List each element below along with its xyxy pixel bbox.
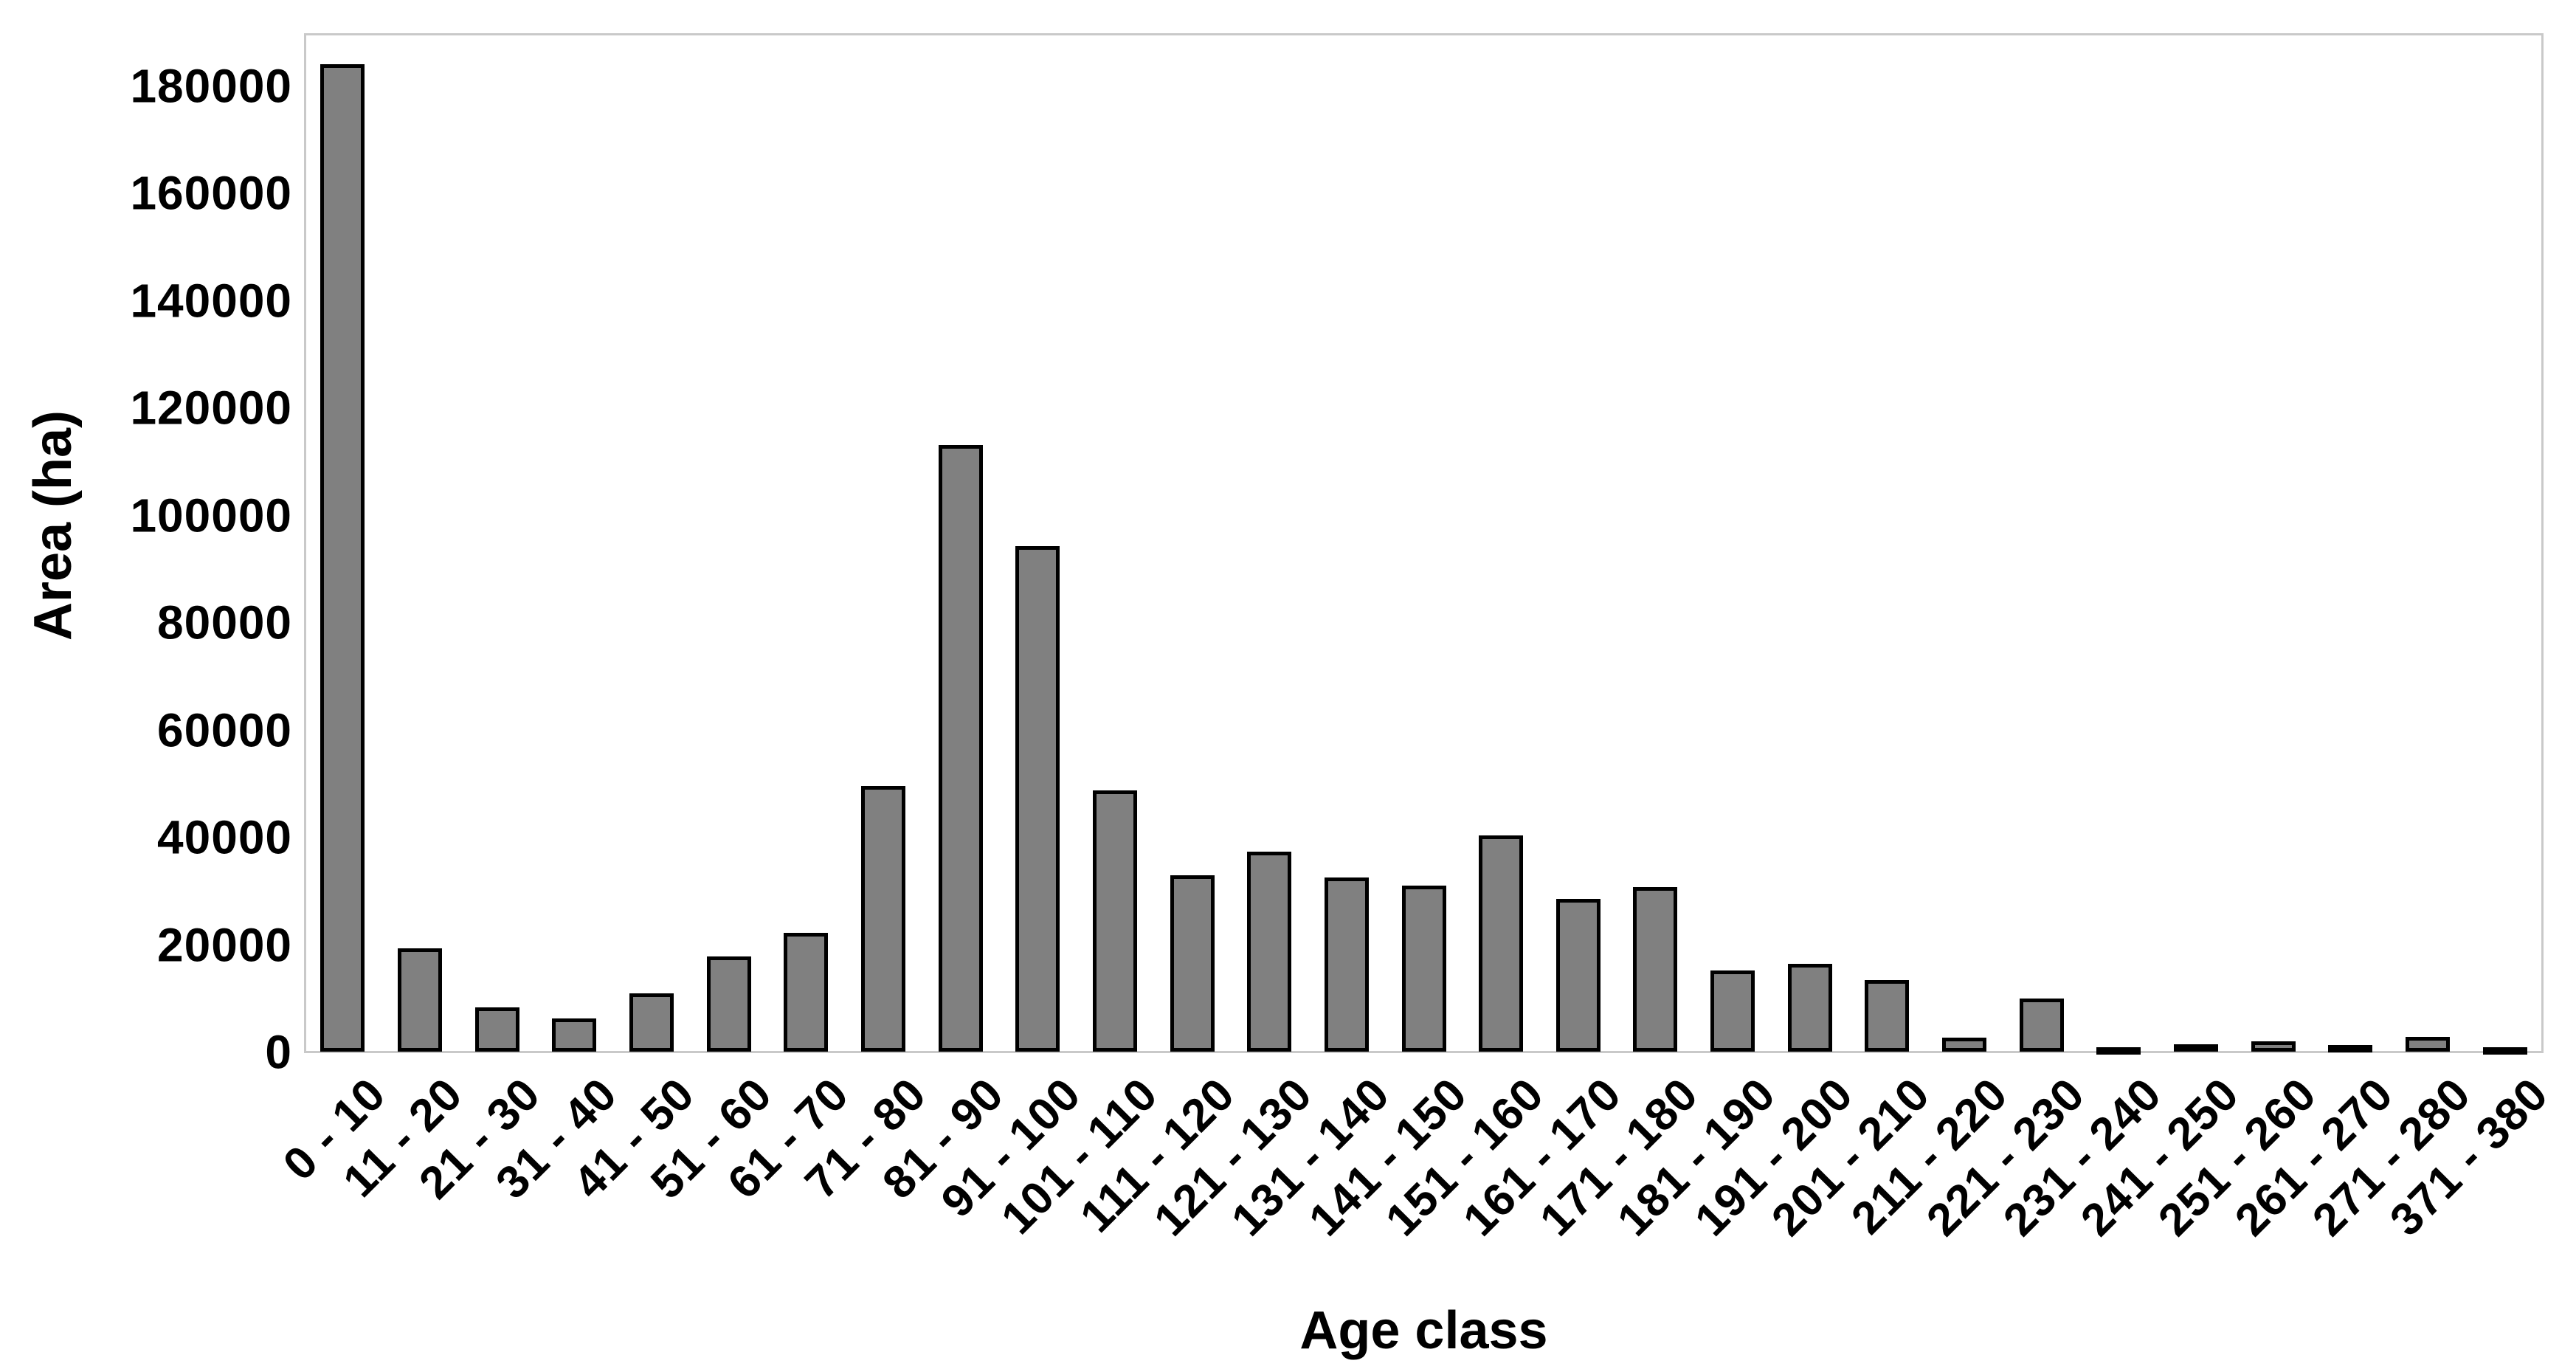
bar-51-60: [707, 956, 751, 1052]
bar-31-40: [552, 1018, 596, 1052]
bar-181-190: [1710, 970, 1755, 1052]
y-tick-label: 120000: [130, 381, 292, 435]
y-tick-label: 60000: [157, 703, 292, 757]
bar-201-210: [1865, 980, 1909, 1052]
y-tick-label: 80000: [157, 596, 292, 649]
y-tick-label: 160000: [130, 166, 292, 220]
bar-241-250: [2174, 1044, 2218, 1052]
bar-21-30: [475, 1007, 519, 1052]
bar-171-180: [1633, 887, 1677, 1052]
bar-191-200: [1788, 964, 1832, 1052]
bar-61-70: [784, 933, 828, 1052]
y-tick-label: 140000: [130, 274, 292, 328]
bar-0-10: [320, 64, 365, 1052]
bar-271-280: [2406, 1037, 2450, 1052]
bar-231-240: [2096, 1047, 2141, 1055]
bar-211-220: [1942, 1038, 1986, 1052]
bar-81-90: [939, 445, 983, 1052]
plot-area: [304, 33, 2544, 1053]
bar-41-50: [629, 993, 674, 1052]
y-axis-title: Area (ha): [24, 410, 83, 641]
bar-221-230: [2020, 999, 2064, 1052]
bar-101-110: [1093, 790, 1137, 1052]
bar-131-140: [1325, 877, 1369, 1052]
bar-91-100: [1015, 546, 1060, 1052]
bar-371-380: [2483, 1047, 2527, 1055]
bar-141-150: [1402, 886, 1446, 1052]
y-tick-label: 100000: [130, 489, 292, 542]
bar-251-260: [2251, 1041, 2296, 1052]
bar-151-160: [1479, 835, 1523, 1052]
x-axis-title: Age class: [1299, 1301, 1548, 1360]
bar-71-80: [861, 786, 905, 1052]
bar-121-130: [1247, 852, 1291, 1052]
bar-161-170: [1556, 899, 1600, 1052]
bar-261-270: [2328, 1045, 2372, 1052]
bar-11-20: [398, 948, 442, 1052]
y-tick-label: 40000: [157, 810, 292, 864]
bar-111-120: [1170, 875, 1215, 1052]
y-tick-label: 20000: [157, 918, 292, 972]
y-tick-label: 0: [265, 1025, 292, 1079]
y-tick-label: 180000: [130, 59, 292, 113]
